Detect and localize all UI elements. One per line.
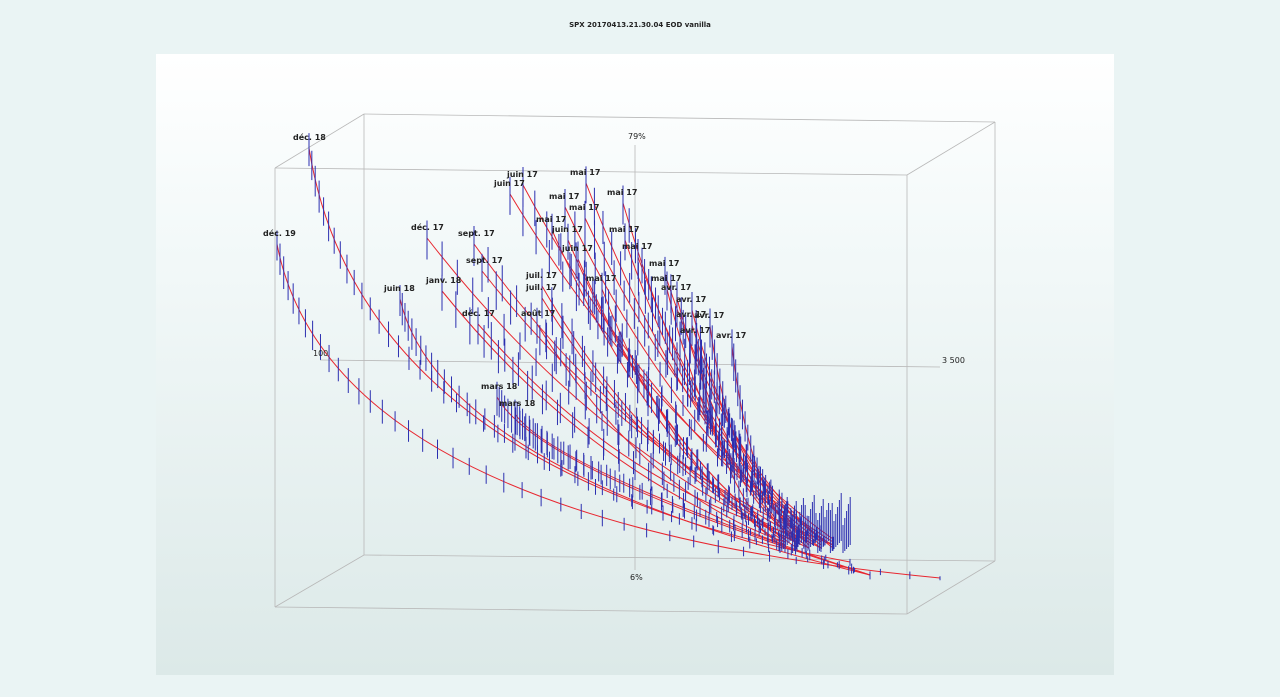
expiry-label: mai 17: [649, 259, 679, 268]
expiry-label: mars 18: [499, 399, 536, 408]
expiry-label: juil. 17: [525, 283, 557, 292]
chart-title: SPX 20170413.21.30.04 EOD vanilla: [569, 21, 711, 29]
fit-curve-29: [691, 324, 834, 546]
expiry-label: sept. 17: [466, 256, 503, 265]
expiry-label: mai 17: [549, 192, 579, 201]
axis-label-strike-low: 100: [313, 349, 328, 358]
fit-curve-11: [541, 285, 798, 540]
axis-labels: 79% 6% 100 3 500: [313, 132, 965, 582]
expiry-label: mars 18: [481, 382, 518, 391]
expiry-labels: déc. 19 déc. 18 juin 18 mars 18 mars 18 janv.…: [263, 132, 746, 408]
expiry-label: juil. 17: [525, 271, 557, 280]
expiry-label: juin 17: [551, 225, 583, 234]
expiry-label: déc. 17: [411, 222, 444, 232]
expiry-label: mai 17: [607, 188, 637, 197]
box-edge-11: [274, 554, 365, 608]
fit-curve-3: [496, 396, 871, 576]
expiry-label: avr. 17: [694, 311, 724, 320]
expiry-label: sept. 17: [458, 229, 495, 238]
box-edge-4: [363, 113, 996, 123]
expiry-label: avr. 17: [676, 310, 706, 319]
expiry-label: juin 17: [561, 244, 593, 253]
box-edge-0: [274, 167, 908, 176]
expiry-label: juin 18: [383, 284, 415, 293]
box-edge-9: [906, 121, 996, 176]
expiry-label: avr. 17: [680, 326, 710, 335]
fit-curve-4: [514, 413, 871, 576]
expiry-label: juin 17: [493, 179, 525, 188]
expiry-label: mai 17: [586, 274, 616, 283]
axis-label-vol-top: 79%: [628, 132, 646, 141]
box-edge-10: [906, 560, 996, 615]
expiry-label: avr. 17: [716, 331, 746, 340]
expiry-label: mai 17: [536, 215, 566, 224]
expiry-label: mai 17: [570, 168, 600, 177]
expiry-label: mai 17: [569, 203, 599, 212]
axis-label-vol-bottom: 6%: [630, 573, 643, 582]
fit-curve-19: [584, 217, 834, 540]
expiry-label: août 17: [521, 309, 555, 318]
expiry-label: janv. 18: [425, 276, 462, 285]
bounding-box: [274, 113, 996, 615]
expiry-label: déc. 19: [263, 228, 296, 238]
expiry-label: mai 17: [622, 242, 652, 251]
expiry-label: déc. 17: [462, 308, 495, 318]
box-edge-8: [274, 113, 365, 169]
expiry-label: avr. 17: [676, 295, 706, 304]
expiry-label: avr. 17: [661, 283, 691, 292]
expiry-label: juin 17: [506, 170, 538, 179]
box-edge-2: [274, 606, 908, 615]
expiry-label: mai 17: [609, 225, 639, 234]
expiry-label: mai 17: [651, 274, 681, 283]
market-bars: [276, 133, 941, 581]
axis-label-strike-high: 3 500: [942, 356, 965, 365]
box-edge-6: [363, 554, 996, 562]
expiry-label: déc. 18: [293, 132, 326, 142]
